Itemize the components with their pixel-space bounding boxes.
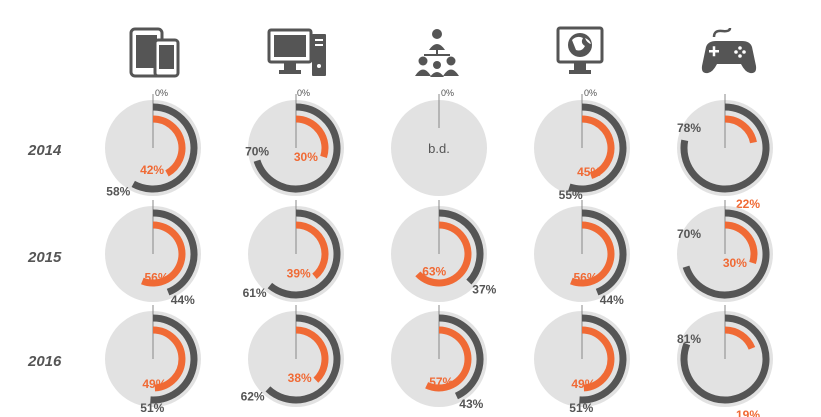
dark-arc <box>581 209 627 296</box>
orange-arc <box>152 115 186 177</box>
gamepad-icon <box>701 27 757 74</box>
orange-arc <box>724 326 756 350</box>
dark-value-label: 70% <box>245 144 269 158</box>
dark-arc <box>131 103 198 193</box>
dark-arc <box>150 314 198 404</box>
dark-value-label: 81% <box>677 332 701 346</box>
donut-2015-col4: 44%56% <box>534 200 630 307</box>
orange-arc <box>581 326 615 392</box>
orange-arc <box>724 115 757 144</box>
orange-value-label: 30% <box>294 150 318 164</box>
zero-marker-col1: 0% <box>155 88 168 98</box>
orange-arc <box>724 221 758 265</box>
donut-disc <box>391 100 487 196</box>
donut-2016-col2: 62% 38% <box>241 305 344 407</box>
dark-arc <box>680 314 770 404</box>
orange-arc <box>141 221 186 287</box>
orange-arc <box>415 221 472 287</box>
orange-value-label: 56% <box>145 270 169 284</box>
orange-value-label: 57% <box>429 375 453 389</box>
donuts-layer: 58%42%70% 30%b.d.55%45%78%22%44%56%61%39%… <box>105 94 773 417</box>
dark-value-label: 51% <box>569 401 593 415</box>
donut-2016-col4: 51% 49% <box>534 305 630 415</box>
orange-arc <box>581 115 615 179</box>
orange-arc <box>295 221 329 280</box>
donut-2014-col5: 78% 22% <box>677 94 773 211</box>
dark-value-label: 58% <box>106 185 130 199</box>
orange-arc <box>570 221 615 287</box>
dark-arc <box>579 314 627 404</box>
donut-2016-col3: 43% 57% <box>391 305 487 411</box>
orange-value-label: 63% <box>422 265 446 279</box>
zero-marker-col4: 0% <box>584 88 597 98</box>
dark-value-label: 55% <box>559 188 583 202</box>
donut-2014-col4: 55% 45% <box>534 94 630 202</box>
dark-value-label: 62% <box>241 389 265 403</box>
donut-2016-col5: 81% 19% <box>677 305 773 417</box>
dark-arc <box>680 103 770 193</box>
dark-arc <box>682 209 770 299</box>
orange-value-label: 45% <box>577 165 601 179</box>
donut-2015-col2: 61% 39% <box>243 200 344 302</box>
orange-arc <box>425 326 472 392</box>
year-label-2015: 2015 <box>27 249 62 266</box>
zero-marker-col2: 0% <box>297 88 310 98</box>
orange-value-label: 22% <box>736 197 760 211</box>
dark-value-label: 78% <box>677 121 701 135</box>
orange-value-label: 38% <box>288 371 312 385</box>
orange-value-label: 49% <box>571 377 595 391</box>
orange-arc <box>295 115 329 159</box>
dark-arc <box>267 209 341 299</box>
dark-arc <box>438 209 484 285</box>
smartphone-tablet-icon <box>129 27 180 78</box>
orange-value-label: 42% <box>140 163 164 177</box>
dark-arc <box>438 314 484 400</box>
no-data-label: b.d. <box>428 141 450 156</box>
dark-value-label: 43% <box>459 397 483 411</box>
orange-value-label: 56% <box>574 270 598 284</box>
dark-arc <box>265 314 341 404</box>
orange-value-label: 19% <box>736 408 760 417</box>
dark-arc <box>152 209 198 296</box>
orange-arc <box>295 326 329 383</box>
orange-value-label: 30% <box>723 256 747 270</box>
year-label-2014: 2014 <box>27 142 62 159</box>
dark-arc <box>568 103 627 193</box>
zero-marker-col3: 0% <box>441 88 454 98</box>
year-label-2016: 2016 <box>27 353 62 370</box>
desktop-computer-icon <box>267 28 326 76</box>
donut-2014-col2: 70% 30% <box>245 94 344 196</box>
donut-2014-col1: 58% 42% <box>105 94 201 199</box>
dark-value-label: 44% <box>171 293 195 307</box>
monitor-globe-icon <box>556 26 604 74</box>
dark-value-label: 37% <box>472 282 496 296</box>
donut-2016-col1: 51% 49% <box>105 305 201 415</box>
orange-value-label: 49% <box>142 377 166 391</box>
donut-2015-col1: 44%56% <box>105 200 201 307</box>
dark-value-label: 44% <box>600 293 624 307</box>
orange-value-label: 39% <box>287 267 311 281</box>
organization-chart-icon <box>415 29 459 77</box>
donut-2015-col5: 70% 30% <box>677 200 773 302</box>
dark-arc <box>253 103 341 193</box>
dark-value-label: 61% <box>243 286 267 300</box>
orange-arc <box>152 326 186 392</box>
donut-2015-col3: 37% 63% <box>391 200 497 302</box>
dark-value-label: 70% <box>677 227 701 241</box>
dark-value-label: 51% <box>140 401 164 415</box>
donut-2014-col3: b.d. <box>391 94 487 196</box>
